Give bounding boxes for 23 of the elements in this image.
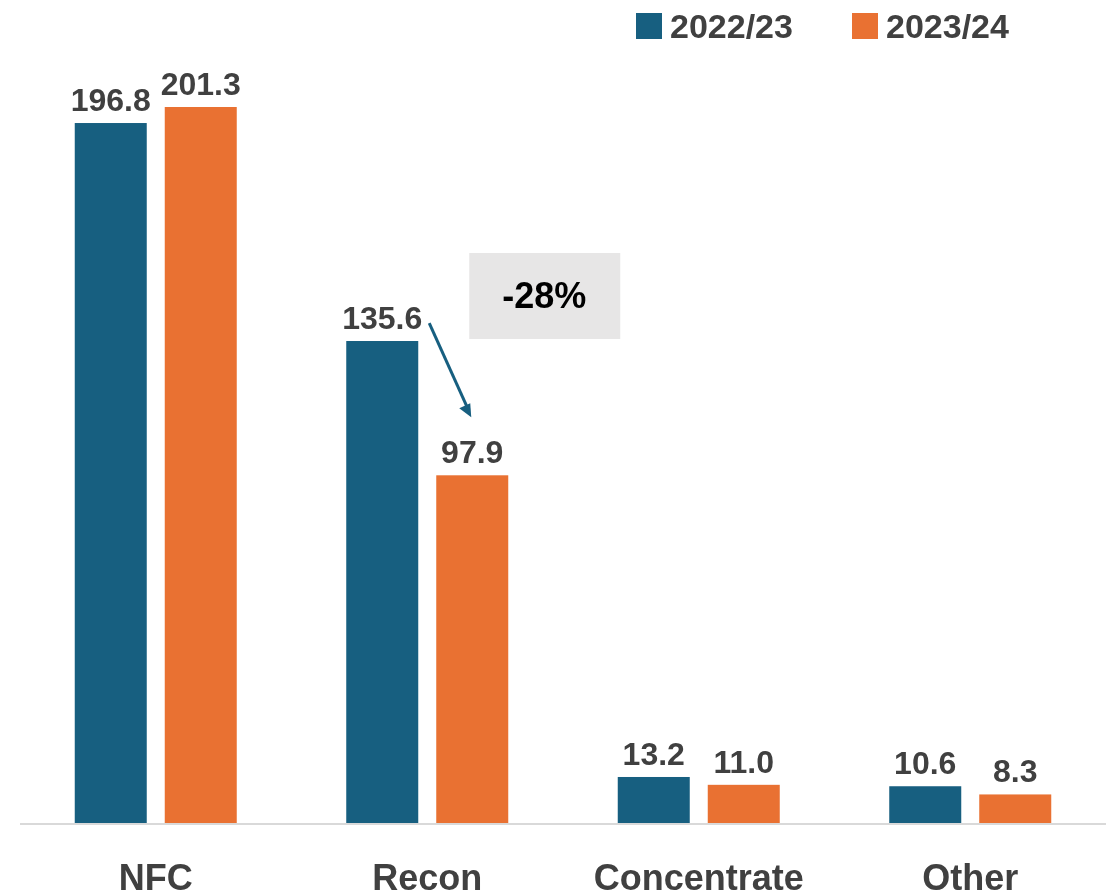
bar (436, 475, 509, 824)
bar (164, 107, 237, 824)
bar (346, 341, 419, 824)
data-label: 10.6 (894, 745, 957, 782)
bar (979, 794, 1052, 824)
x-tick-label: Concentrate (593, 857, 804, 895)
bar (74, 123, 147, 824)
data-label: 97.9 (441, 434, 504, 471)
x-tick-label: Recon (372, 857, 483, 895)
data-label: 196.8 (70, 82, 151, 119)
bar (889, 786, 962, 824)
data-label: 11.0 (713, 743, 775, 780)
data-label: 201.3 (160, 66, 241, 102)
legend-label: 2023/24 (886, 7, 1009, 45)
legend-label: 2022/23 (670, 7, 793, 45)
x-tick-label: NFC (118, 857, 193, 895)
data-label: 135.6 (342, 300, 423, 337)
bar (707, 784, 780, 824)
x-tick-label: Other (922, 857, 1019, 895)
bar (617, 776, 690, 824)
data-label: 13.2 (622, 735, 685, 772)
annotation: -28% (502, 275, 587, 316)
data-label: 8.3 (993, 753, 1038, 790)
